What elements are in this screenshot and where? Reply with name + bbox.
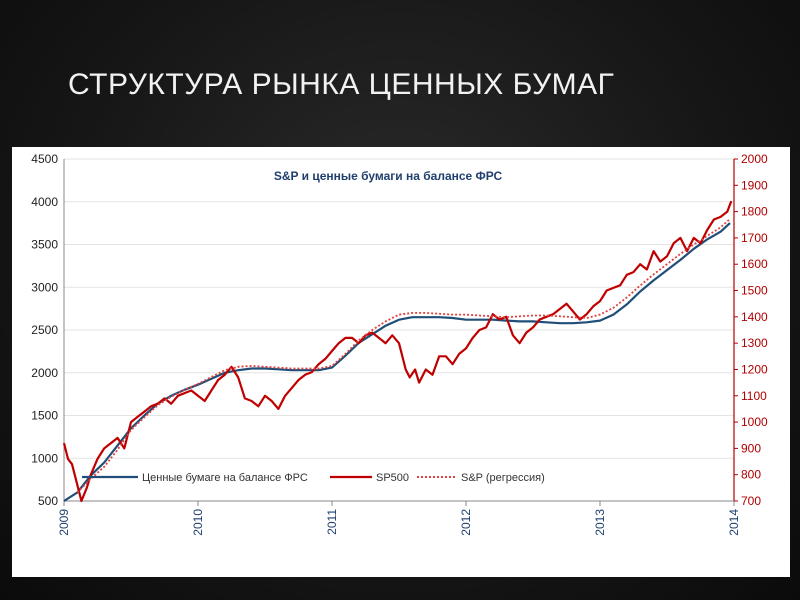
- y-right-tick-label: 1600: [741, 257, 768, 271]
- x-tick-label: 2014: [727, 509, 741, 536]
- y-left-tick-label: 3500: [31, 238, 58, 252]
- series-line-2: [76, 218, 731, 494]
- x-tick-label: 2009: [57, 509, 71, 536]
- legend-label-sp500: SP500: [376, 472, 409, 484]
- series-line-1: [62, 200, 733, 503]
- x-tick-label: 2011: [325, 509, 339, 535]
- y-right-tick-label: 700: [741, 494, 761, 508]
- axis-layer: 4500 4000 3500 3000 2500 2000 1500 1000 500 2000 1…: [31, 152, 768, 536]
- y-left-tick-label: 1500: [31, 409, 58, 423]
- x-tick-label: 2010: [191, 509, 205, 536]
- y-right-tick-label: 1900: [741, 178, 768, 192]
- y-right-tick-label: 1200: [741, 362, 768, 376]
- x-tick-label: 2013: [593, 509, 607, 536]
- y-left-tick-label: 2500: [31, 323, 58, 337]
- y-left-tick-label: 500: [38, 494, 58, 508]
- y-left-tick-label: 4000: [31, 195, 58, 209]
- y-left-tick-label: 1000: [31, 451, 58, 465]
- y-right-tick-label: 800: [741, 468, 761, 482]
- y-right-tick-label: 1100: [741, 389, 767, 403]
- y-right-tick-label: 1000: [741, 415, 768, 429]
- y-right-tick-label: 1500: [741, 284, 768, 298]
- slide-title: СТРУКТУРА РЫНКА ЦЕННЫХ БУМАГ: [68, 68, 615, 101]
- series-layer: [62, 200, 733, 503]
- y-left-tick-label: 4500: [31, 152, 58, 166]
- legend-label-regression: S&P (регрессия): [461, 472, 545, 484]
- x-tick-label: 2012: [459, 509, 473, 536]
- series-line-0: [63, 222, 731, 502]
- legend: Ценные бумаге на балансе ФРС SP500 S&P (…: [82, 472, 545, 484]
- y-right-tick-label: 1300: [741, 336, 768, 350]
- chart: 4500 4000 3500 3000 2500 2000 1500 1000 500 2000 1…: [31, 152, 768, 536]
- y-left-tick-label: 2000: [31, 366, 58, 380]
- y-left-tick-label: 3000: [31, 280, 58, 294]
- y-right-tick-label: 900: [741, 441, 761, 455]
- legend-label-reserves: Ценные бумаге на балансе ФРС: [142, 472, 308, 484]
- chart-panel: 4500 4000 3500 3000 2500 2000 1500 1000 500 2000 1…: [12, 147, 790, 577]
- y-right-tick-label: 1700: [741, 231, 768, 245]
- y-right-tick-label: 1400: [741, 310, 768, 324]
- chart-title: S&P и ценные бумаги на балансе ФРС: [274, 169, 503, 183]
- grid-layer: [64, 158, 734, 502]
- y-right-tick-label: 1800: [741, 205, 768, 219]
- y-right-tick-label: 2000: [741, 152, 768, 166]
